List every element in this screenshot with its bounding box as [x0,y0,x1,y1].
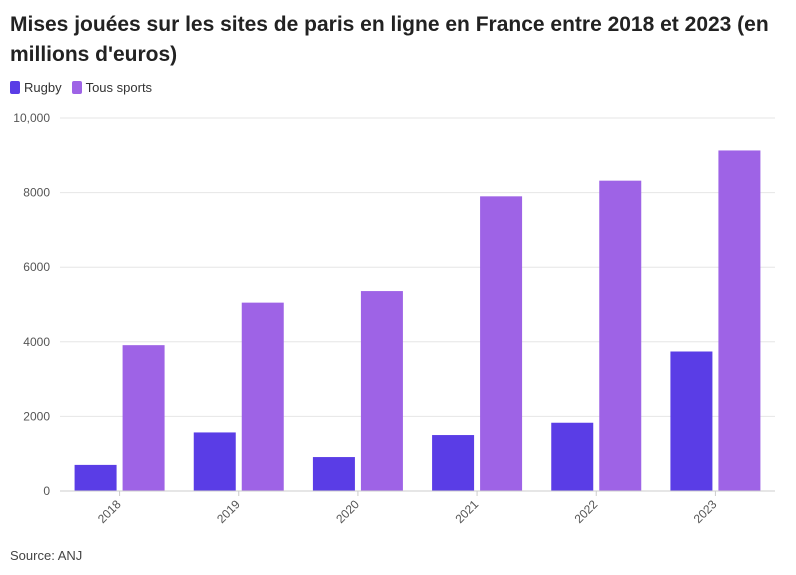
bar-tous-sports-2018[interactable] [122,345,165,491]
x-tick-label: 2023 [691,497,720,526]
x-axis: 2018 2019 2020 2021 2022 2023 [60,490,775,526]
legend: Rugby Tous sports [10,80,152,95]
bar-rugby-2022[interactable] [551,422,594,491]
x-tick-label: 2018 [95,497,124,526]
y-tick-label: 4000 [23,335,50,349]
legend-item-rugby[interactable]: Rugby [10,80,62,95]
bar-tous-sports-2021[interactable] [480,196,523,491]
bar-rugby-2019[interactable] [193,432,236,491]
legend-swatch-rugby [10,81,20,94]
y-tick-label: 6000 [23,260,50,274]
x-tick-label: 2022 [572,497,601,526]
bar-rugby-2018[interactable] [74,464,117,491]
bar-tous-sports-2020[interactable] [360,291,403,491]
legend-label-rugby: Rugby [24,80,62,95]
y-tick-label: 2000 [23,409,50,423]
x-tick-label: 2019 [214,497,243,526]
x-tick-label: 2021 [452,497,481,526]
bars [74,150,761,492]
gridlines [60,117,775,492]
bar-tous-sports-2019[interactable] [241,302,284,491]
bar-rugby-2023[interactable] [670,351,713,491]
legend-label-tous-sports: Tous sports [85,80,153,95]
x-tick-label: 2020 [333,497,362,526]
bar-tous-sports-2022[interactable] [599,180,642,491]
y-tick-label: 8000 [23,186,50,200]
source-note: Source: ANJ [10,548,83,563]
y-tick-label: 10,000 [13,111,50,125]
y-axis: 0 2000 4000 6000 8000 10,000 [13,111,50,498]
chart-title: Mises jouées sur les sites de paris en l… [10,13,769,66]
bar-rugby-2020[interactable] [312,457,355,491]
bar-tous-sports-2023[interactable] [718,150,761,492]
bar-rugby-2021[interactable] [432,435,475,491]
legend-swatch-tous-sports [71,81,82,94]
y-tick-label: 0 [43,484,50,498]
legend-item-tous-sports[interactable]: Tous sports [71,80,153,95]
